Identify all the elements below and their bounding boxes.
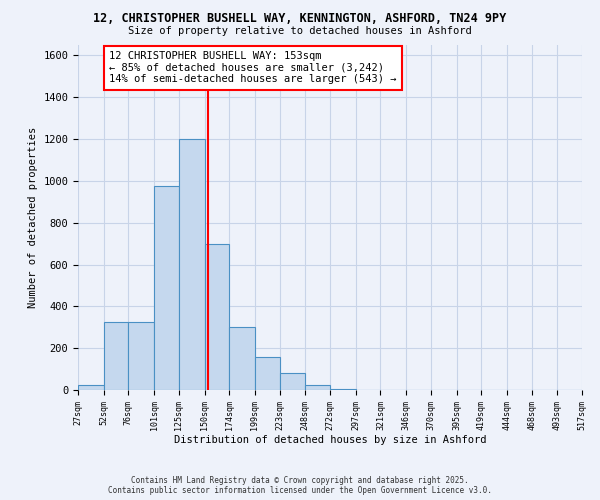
Text: 12 CHRISTOPHER BUSHELL WAY: 153sqm
← 85% of detached houses are smaller (3,242)
: 12 CHRISTOPHER BUSHELL WAY: 153sqm ← 85%… [109,52,397,84]
X-axis label: Distribution of detached houses by size in Ashford: Distribution of detached houses by size … [174,436,486,446]
Bar [179,139,205,390]
Bar [255,356,280,390]
Bar [205,244,229,390]
Bar [154,186,179,390]
Y-axis label: Number of detached properties: Number of detached properties [28,127,38,308]
Text: Contains HM Land Registry data © Crown copyright and database right 2025.
Contai: Contains HM Land Registry data © Crown c… [108,476,492,495]
Bar [229,328,255,390]
Text: Size of property relative to detached houses in Ashford: Size of property relative to detached ho… [128,26,472,36]
Bar [280,374,305,390]
Bar [104,322,128,390]
Bar [305,385,330,390]
Bar [128,322,154,390]
Bar [78,385,104,390]
Text: 12, CHRISTOPHER BUSHELL WAY, KENNINGTON, ASHFORD, TN24 9PY: 12, CHRISTOPHER BUSHELL WAY, KENNINGTON,… [94,12,506,26]
Bar [330,389,356,390]
